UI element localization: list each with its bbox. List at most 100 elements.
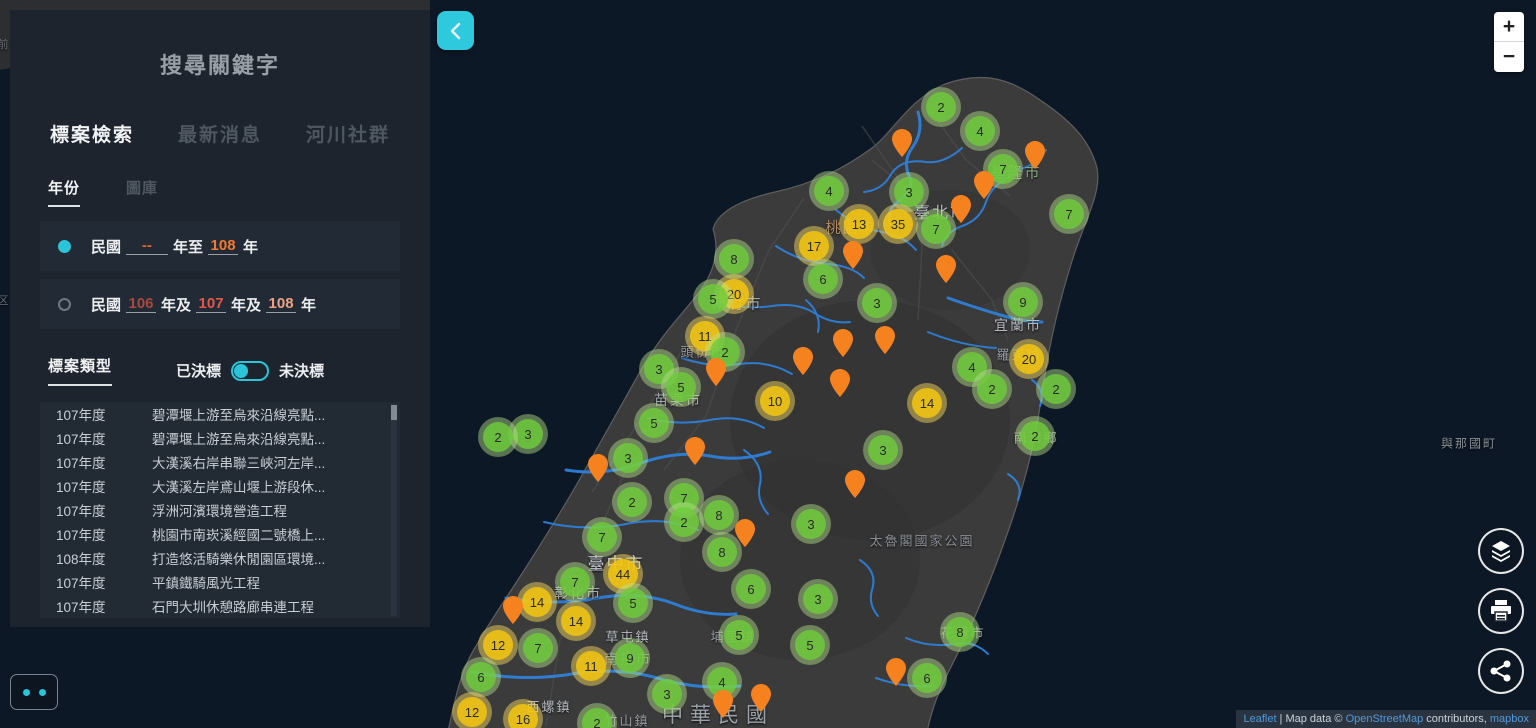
cluster-marker[interactable]: 4 [809,171,849,211]
list-scrollbar-track[interactable] [391,404,397,616]
subtab-年份[interactable]: 年份 [48,177,81,207]
cluster-marker[interactable]: 3 [863,430,903,470]
cluster-marker[interactable]: 6 [803,259,843,299]
cluster-marker[interactable]: 3 [857,283,897,323]
tab-河川社群[interactable]: 河川社群 [306,125,391,146]
zoom-out-button[interactable]: − [1502,45,1516,68]
pager-button[interactable] [10,674,58,710]
cluster-marker[interactable]: 9 [610,638,650,678]
mapbox-link[interactable]: mapbox [1489,713,1529,725]
cluster-marker[interactable]: 17 [794,226,834,266]
year-option-2[interactable]: 民國 106 年及 107 年及 108 年 [40,279,400,329]
cluster-marker[interactable]: 8 [940,612,980,652]
cluster-marker[interactable]: 5 [790,625,830,665]
pin-marker[interactable] [712,689,734,719]
pin-marker[interactable] [502,595,524,625]
cluster-marker[interactable]: 11 [571,646,611,686]
cluster-marker[interactable]: 16 [503,699,543,728]
pin-marker[interactable] [587,453,609,483]
collapse-panel-button[interactable] [437,11,474,50]
cluster-marker[interactable]: 5 [693,279,733,319]
cluster-marker[interactable]: 10 [755,381,795,421]
cluster-marker[interactable]: 6 [731,569,771,609]
cluster-marker[interactable]: 2 [921,87,961,127]
cluster-marker[interactable]: 3 [791,504,831,544]
zoom-in-button[interactable]: + [1494,12,1524,42]
cluster-marker[interactable]: 7 [518,628,558,668]
pin-marker[interactable] [950,194,972,224]
pin-marker[interactable] [832,328,854,358]
cluster-marker[interactable]: 7 [582,517,622,557]
pin-marker[interactable] [885,657,907,687]
cluster-marker[interactable]: 13 [839,204,879,244]
cluster-marker[interactable]: 35 [878,204,918,244]
cluster-marker[interactable]: 7 [664,478,704,518]
project-row[interactable]: 107年度 大漢溪右岸串聯三峽河左岸... [40,450,400,474]
subtab-圖庫[interactable]: 圖庫 [126,180,159,197]
cluster-marker[interactable]: 7 [1049,194,1089,234]
cluster-marker[interactable]: 7 [555,562,595,602]
pin-marker[interactable] [935,254,957,284]
project-row[interactable]: 107年度 桃園市南崁溪經國二號橋上... [40,522,400,546]
cluster-marker[interactable]: 8 [699,495,739,535]
pin-marker[interactable] [684,436,706,466]
cluster-marker[interactable]: 3 [647,674,687,714]
year-value[interactable]: 108 [266,295,297,313]
cluster-marker[interactable]: 20 [1009,339,1049,379]
cluster-marker[interactable]: 2 [664,502,704,542]
project-row[interactable]: 107年度 碧潭堰上游至烏來沿線亮點... [40,426,400,450]
cluster-marker[interactable]: 11 [685,316,725,356]
pin-marker[interactable] [874,325,896,355]
cluster-marker[interactable]: 6 [461,657,501,697]
pin-marker[interactable] [750,683,772,713]
cluster-marker[interactable]: 5 [613,583,653,623]
project-list[interactable]: 107年度 碧潭堰上游至烏來沿線亮點... 107年度 碧潭堰上游至烏來沿線亮點...… [40,402,400,618]
cluster-marker[interactable]: 2 [1015,416,1055,456]
project-row[interactable]: 107年度 大漢溪左岸鳶山堰上游段休... [40,474,400,498]
layers-button[interactable] [1478,528,1524,574]
pin-marker[interactable] [973,170,995,200]
year-value[interactable]: 107 [196,295,227,313]
cluster-marker[interactable]: 8 [702,532,742,572]
pin-marker[interactable] [891,128,913,158]
cluster-marker[interactable]: 7 [916,209,956,249]
pin-marker[interactable] [844,469,866,499]
cluster-marker[interactable]: 12 [478,625,518,665]
cluster-marker[interactable]: 14 [517,582,557,622]
year-value[interactable]: 106 [126,295,157,313]
cluster-marker[interactable]: 2 [577,703,617,728]
cluster-marker[interactable]: 3 [608,438,648,478]
leaflet-link[interactable]: Leaflet [1243,713,1277,725]
radio-button[interactable] [58,297,71,311]
year-value[interactable]: -- [126,237,169,255]
year-value[interactable]: 108 [208,237,239,255]
pin-marker[interactable] [842,240,864,270]
openstreetmap-link[interactable]: OpenStreetMap [1345,713,1424,725]
pin-marker[interactable] [705,357,727,387]
cluster-marker[interactable]: 4 [960,111,1000,151]
cluster-marker[interactable]: 2 [612,482,652,522]
tab-標案檢索[interactable]: 標案檢索 [49,125,134,146]
project-row[interactable]: 107年度 平鎮鐵騎風光工程 [40,570,400,594]
project-row[interactable]: 107年度 碧潭堰上游至烏來沿線亮點... [40,402,400,426]
cluster-marker[interactable]: 5 [634,403,674,443]
radio-button[interactable] [58,239,71,253]
print-button[interactable] [1478,588,1524,634]
pin-marker[interactable] [1024,140,1046,170]
pin-marker[interactable] [792,346,814,376]
cluster-marker[interactable]: 12 [452,692,492,728]
cluster-marker[interactable]: 5 [661,367,701,407]
project-row[interactable]: 107年度 浮洲河濱環境營造工程 [40,498,400,522]
cluster-marker[interactable]: 2 [1036,369,1076,409]
cluster-marker[interactable]: 44 [603,554,643,594]
cluster-marker[interactable]: 6 [907,658,947,698]
cluster-marker[interactable]: 3 [508,414,548,454]
cluster-marker[interactable]: 2 [478,417,518,457]
cluster-marker[interactable]: 8 [714,239,754,279]
cluster-marker[interactable]: 9 [1003,282,1043,322]
cluster-marker[interactable]: 14 [556,601,596,641]
cluster-marker[interactable]: 2 [972,369,1012,409]
share-button[interactable] [1478,648,1524,694]
cluster-marker[interactable]: 5 [719,615,759,655]
